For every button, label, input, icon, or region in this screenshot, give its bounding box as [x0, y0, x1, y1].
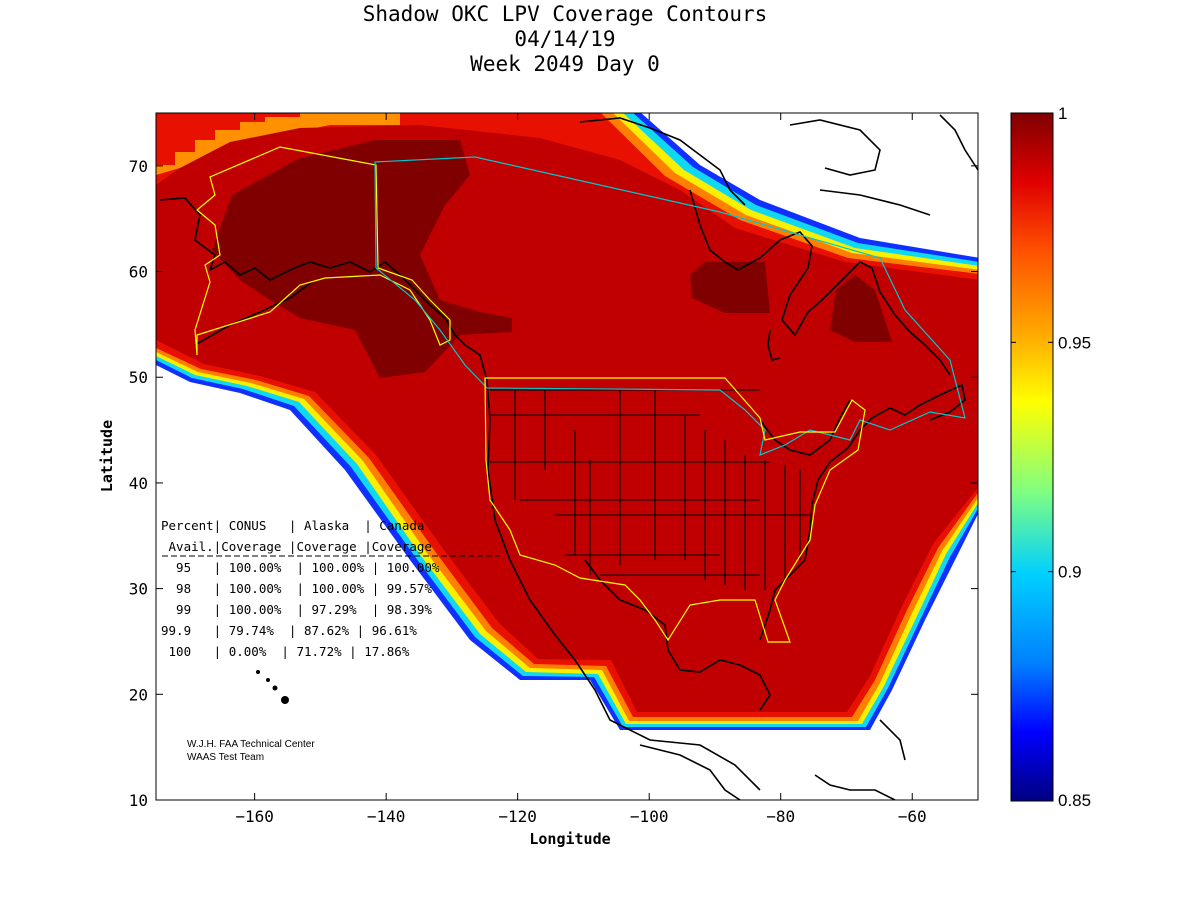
y-tick-label: 20 [129, 685, 148, 704]
conus-outline [484, 377, 866, 643]
x-tick-label: −100 [630, 807, 669, 826]
hawaii-islands [256, 670, 289, 704]
stats-row: 95 | 100.00% | 100.00% | 100.00% [161, 560, 440, 575]
stats-row: 99 | 100.00% | 97.29% | 98.39% [161, 602, 432, 617]
colorbar-tick-label: 0.85 [1058, 791, 1091, 810]
coverage-stats-table: Percent| CONUS | Alaska | Canada Avail.|… [161, 518, 500, 659]
y-tick-label: 50 [129, 368, 148, 387]
us-state-boundaries [490, 389, 810, 590]
colorbar-tick-label: 1 [1058, 104, 1067, 123]
credits-line-2: WAAS Test Team [187, 752, 264, 763]
stats-header-2: Avail.|Coverage |Coverage |Coverage [161, 539, 432, 554]
title-line-1: Shadow OKC LPV Coverage Contours [362, 2, 768, 26]
y-tick-label: 40 [129, 474, 148, 493]
coverage-edge-top [156, 113, 400, 175]
credits: W.J.H. FAA Technical Center WAAS Test Te… [187, 739, 315, 763]
coverage-max-canada-1 [690, 262, 770, 313]
y-tick-label: 10 [129, 791, 148, 810]
coastlines [159, 114, 978, 800]
stats-row: 100 | 0.00% | 71.72% | 17.86% [161, 644, 410, 659]
stats-header-1: Percent| CONUS | Alaska | Canada [161, 518, 424, 533]
y-tick-label: 60 [129, 263, 148, 282]
stats-row: 98 | 100.00% | 100.00% | 99.57% [161, 581, 432, 596]
title-line-3: Week 2049 Day 0 [470, 52, 660, 76]
plot-frame [155, 112, 979, 801]
title-line-2: 04/14/19 [514, 27, 616, 51]
y-tick-label: 30 [129, 580, 148, 599]
x-tick-label: −80 [766, 807, 795, 826]
colorbar [1010, 112, 1054, 802]
colorbar-tick-label: 0.95 [1058, 333, 1091, 352]
coverage-max-canada-2 [830, 275, 892, 342]
x-tick-label: −160 [235, 807, 274, 826]
x-tick-label: −140 [367, 807, 406, 826]
alaska-outline [194, 146, 451, 356]
credits-line-1: W.J.H. FAA Technical Center [187, 739, 315, 750]
y-tick-label: 70 [129, 157, 148, 176]
stats-row: 99.9 | 79.74% | 87.62% | 96.61% [161, 623, 417, 638]
x-tick-label: −120 [498, 807, 537, 826]
axis-ticks: −160 −140 −120 −100 −80 −60 10 20 30 40 50 60 70 [129, 113, 978, 826]
colorbar-tick-label: 0.9 [1058, 563, 1082, 582]
x-tick-label: −60 [898, 807, 927, 826]
y-axis-label: Latitude [98, 420, 116, 492]
x-axis-label: Longitude [529, 830, 610, 848]
colorbar-ticks: 1 0.95 0.9 0.85 [1011, 104, 1091, 810]
coverage-max-alaska [212, 140, 512, 378]
canada-outline [374, 156, 966, 456]
